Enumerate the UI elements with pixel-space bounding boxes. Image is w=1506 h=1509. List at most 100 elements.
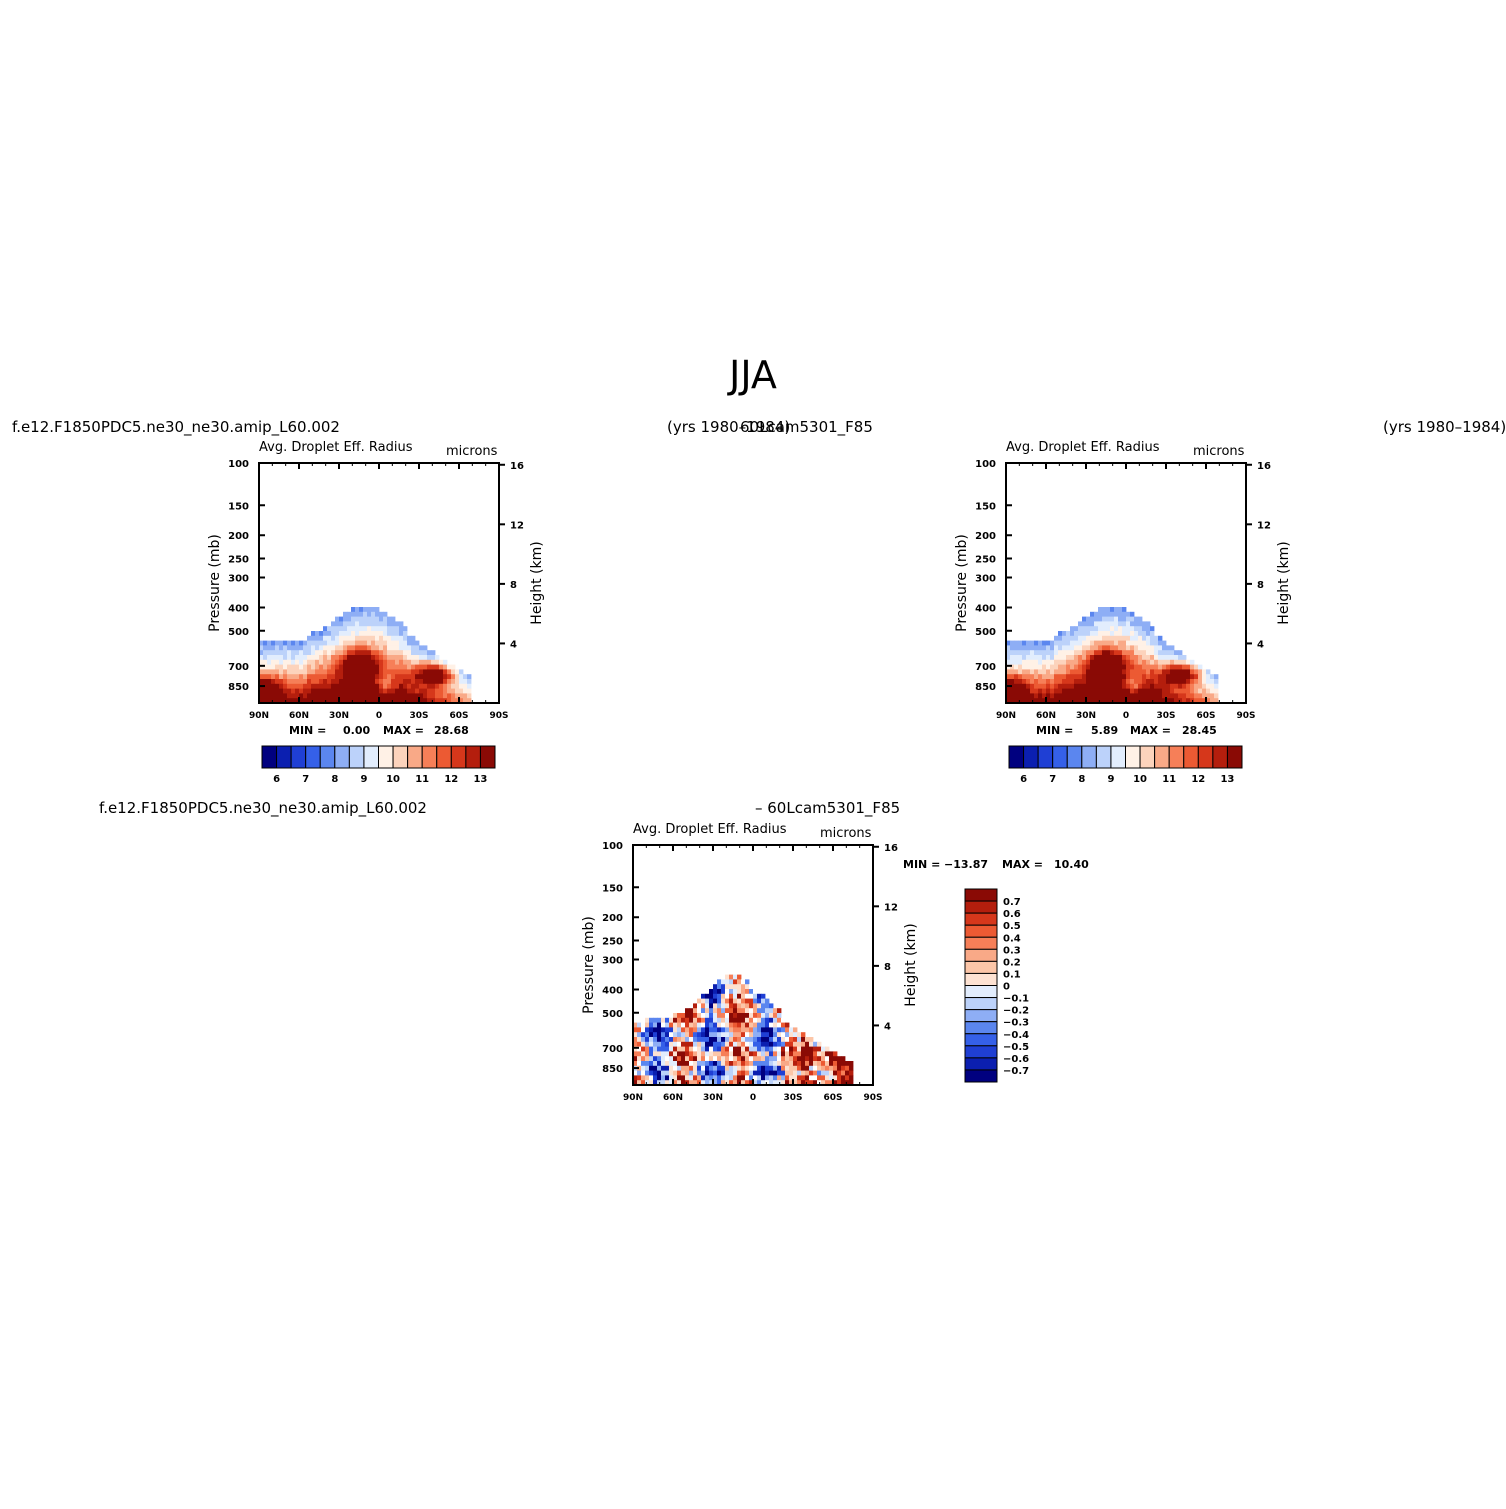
heatmap-cell [781,1041,786,1047]
heatmap-cell [351,655,356,661]
heatmap-cell [645,1065,650,1071]
heatmap-cell [1130,698,1135,704]
heatmap-cell [1138,698,1143,704]
heatmap-cell [749,1017,754,1023]
heatmap-cell [637,1041,642,1047]
heatmap-cell [451,688,456,694]
heatmap-cell [1106,611,1111,617]
heatmap-cell [1090,631,1095,637]
heatmap-cell [757,1037,762,1043]
heatmap-cell [447,669,452,675]
heatmap-cell [845,1061,850,1067]
heatmap-cell [1154,688,1159,694]
heatmap-cell [825,1075,830,1081]
heatmap-cell [705,1075,710,1081]
heatmap-cell [1046,693,1051,699]
heatmap-cell [769,1075,774,1081]
heatmap-cell [1062,650,1067,656]
heatmap-cell [375,635,380,641]
heatmap-cell [1066,674,1071,680]
heatmap-cell [749,1080,754,1086]
heatmap-cell [387,655,392,661]
colorbar-box [1023,745,1039,769]
heatmap-cell [1130,679,1135,685]
heatmap-cell [1134,679,1139,685]
heatmap-cell [757,1056,762,1062]
heatmap-cell [1082,640,1087,646]
heatmap-cell [279,659,284,665]
heatmap-cell [391,669,396,675]
heatmap-cell [1050,674,1055,680]
heatmap-cell [307,650,312,656]
heatmap-cell [1022,655,1027,661]
heatmap-cell [399,650,404,656]
heatmap-cell [331,635,336,641]
lat-tick-label: 60N [663,1093,683,1103]
heatmap-cell [423,659,428,665]
heatmap-cell [431,669,436,675]
heatmap-cell [761,1037,766,1043]
heatmap-cell [383,631,388,637]
heatmap-cell [315,635,320,641]
heatmap-cell [777,1013,782,1019]
heatmap-cell [359,693,364,699]
heatmap-cell [315,693,320,699]
heatmap-cell [721,998,726,1004]
heatmap-cell [761,1080,766,1086]
heatmap-cell [697,1037,702,1043]
heatmap-cell [717,1056,722,1062]
heatmap-cell [1054,664,1059,670]
heatmap-cell [713,1022,718,1028]
heatmap-cell [829,1065,834,1071]
heatmap-cell [419,688,424,694]
heatmap-cell [423,693,428,699]
heatmap-cell [1034,674,1039,680]
heatmap-cell [351,626,356,632]
heatmap-cell [1098,683,1103,689]
heatmap-cell [1058,679,1063,685]
heatmap-cell [1114,650,1119,656]
heatmap-cell [1038,688,1043,694]
heatmap-cell [717,1070,722,1076]
heatmap-cell [1058,650,1063,656]
heatmap-cell [427,698,432,704]
heatmap-cell [371,645,376,651]
heatmap-cell [1026,688,1031,694]
heatmap-cell [637,1022,642,1028]
heatmap-cell [355,688,360,694]
heatmap-cell [1154,679,1159,685]
heatmap-cell [689,1061,694,1067]
heatmap-cell [713,1046,718,1052]
heatmap-cell [315,688,320,694]
heatmap-cell [709,1032,714,1038]
heatmap-cell [649,1027,654,1033]
heatmap-cell [785,1032,790,1038]
heatmap-cell [1058,640,1063,646]
heatmap-cell [1106,616,1111,622]
heatmap-cell [809,1065,814,1071]
heatmap-cell [415,664,420,670]
heatmap-cell [745,1022,750,1028]
lat-tick-label: 30S [1156,711,1175,721]
heatmap-cell [303,659,308,665]
heatmap-cell [319,645,324,651]
heatmap-cell [1182,655,1187,661]
heatmap-cell [1066,645,1071,651]
heatmap-cell [407,659,412,665]
heatmap-cell [1074,659,1079,665]
heatmap-cell [681,1013,686,1019]
heatmap-cell [657,1065,662,1071]
heatmap-cell [1126,679,1131,685]
heatmap-cell [291,645,296,651]
heatmap-cell [379,659,384,665]
heatmap-cell [821,1075,826,1081]
heatmap-cell [745,998,750,1004]
heatmap-cell [1078,645,1083,651]
heatmap-cell [1074,640,1079,646]
heatmap-cell [749,1061,754,1067]
heatmap-cell [275,679,280,685]
panel3-min-value: −13.87 [944,858,989,871]
heatmap-cell [1142,650,1147,656]
heatmap-cell [1058,631,1063,637]
heatmap-cell [347,650,352,656]
